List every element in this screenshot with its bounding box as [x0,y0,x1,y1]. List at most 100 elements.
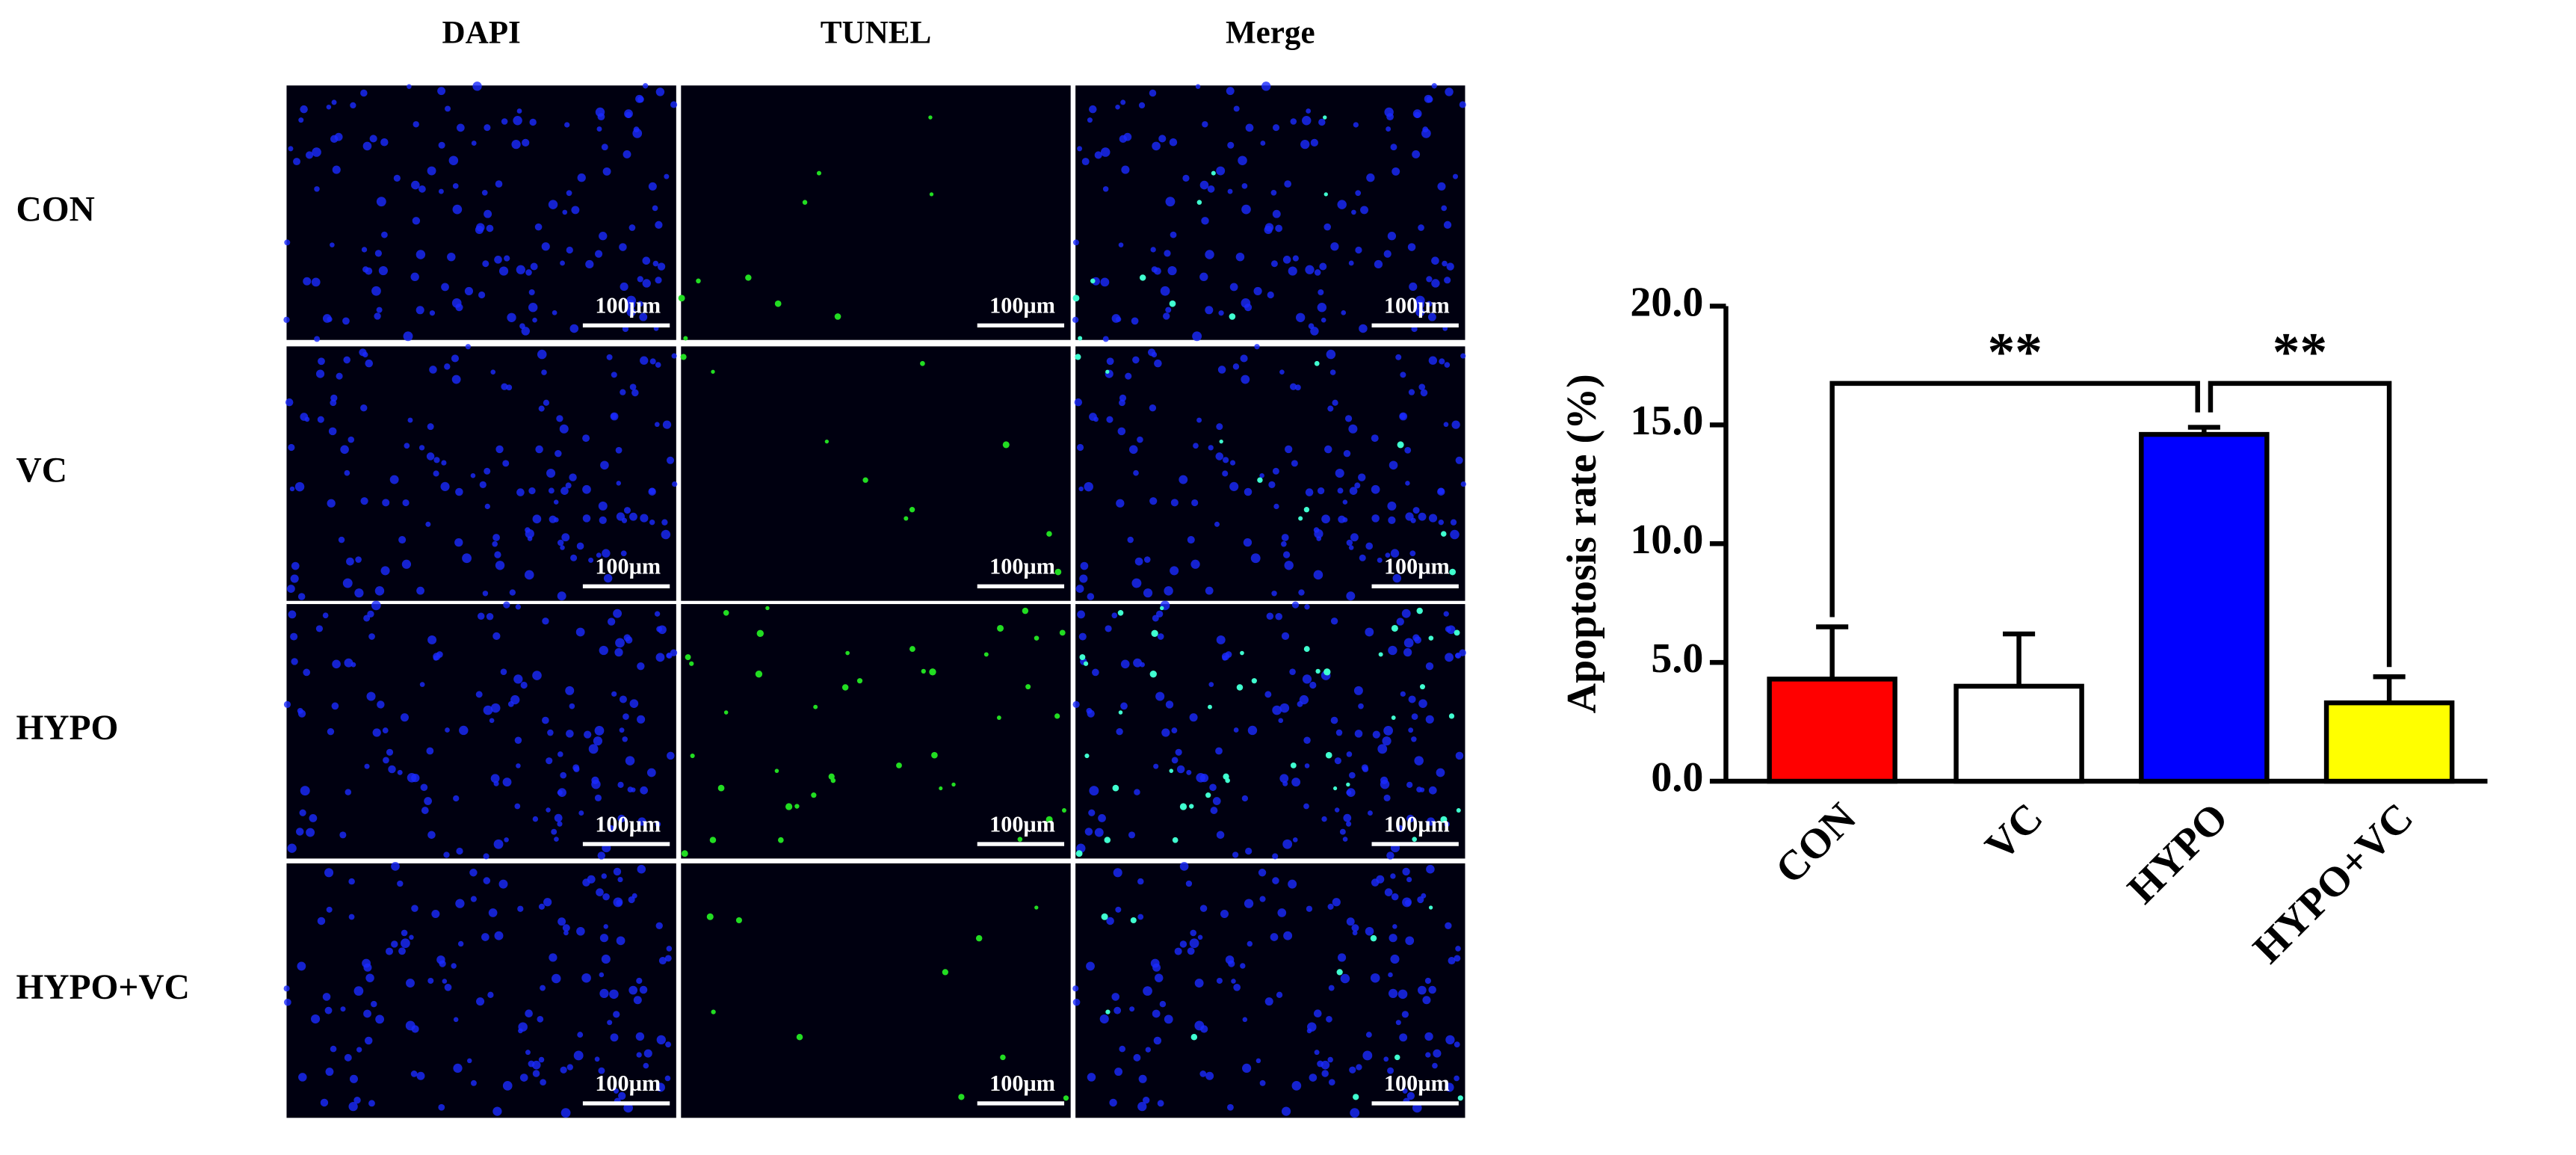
nucleus [557,591,566,601]
nucleus [552,973,561,984]
nucleus [411,180,420,190]
nucleus [429,366,437,374]
nucleus [637,276,643,283]
nucleus [1079,574,1088,583]
nucleus [283,316,290,323]
nucleus [655,1082,665,1092]
nucleus [420,783,428,792]
nucleus [495,561,505,570]
nucleus [1303,736,1311,745]
nucleus [397,880,404,887]
nucleus [1128,445,1138,455]
micrograph: 100µm [1074,344,1466,601]
nucleus [1179,475,1188,484]
nucleus [1383,794,1391,801]
nucleus [324,1006,333,1014]
nucleus [472,81,482,91]
nucleus [538,1056,545,1063]
tunel-dot [1196,200,1202,205]
nucleus [507,700,514,707]
tunel-dot [996,715,1001,720]
nucleus [1232,363,1240,370]
nucleus [288,146,294,152]
nucleus [596,888,604,896]
y-tick-label: 10.0 [1630,517,1703,563]
scale-bar-label: 100µm [1384,811,1450,837]
nucleus [1377,744,1388,754]
nucleus [327,499,336,508]
x-tick-label: HYPO [2119,795,2237,913]
nucleus [542,716,549,724]
nucleus [1384,107,1394,117]
tunel-dot [1179,803,1187,810]
nucleus [1353,686,1363,695]
nucleus [1087,117,1093,123]
nucleus [455,487,463,496]
nucleus [1425,715,1434,724]
nucleus [1163,312,1170,320]
nucleus [467,1058,472,1064]
nucleus [572,764,580,771]
nucleus [1428,985,1436,994]
nucleus [1406,1091,1415,1100]
nucleus [290,574,299,583]
nucleus [591,779,601,789]
nucleus [535,445,543,454]
nucleus [1119,1045,1126,1053]
nucleus [1152,141,1161,151]
nucleus [1445,87,1454,96]
tunel-dot [1105,1009,1111,1014]
nucleus [418,445,425,451]
nucleus [293,158,301,166]
nucleus [1228,960,1235,967]
nucleus [1189,938,1199,949]
nucleus [1243,538,1253,547]
nucleus [1282,839,1293,849]
nucleus [332,165,341,174]
micrograph: 100µm [285,344,678,601]
nucleus [1317,487,1325,495]
nucleus [1384,888,1393,896]
nucleus [1106,416,1114,423]
nucleus [291,561,300,570]
nucleus [577,1032,584,1038]
nucleus [1241,375,1250,384]
tunel-dot [683,336,688,341]
nucleus [330,1045,337,1053]
nucleus [1426,276,1433,283]
nucleus [1186,769,1192,775]
nucleus [1072,985,1079,992]
nucleus [1200,1025,1208,1033]
tunel-dot [1229,313,1236,320]
nucleus [602,893,610,901]
tunel-dot [1190,1033,1198,1041]
nucleus [502,1081,513,1091]
nucleus [360,89,368,97]
nucleus [1335,468,1344,478]
nucleus [1170,231,1177,238]
nucleus [1076,443,1084,452]
nucleus [1396,617,1404,626]
nucleus [551,828,557,835]
nucleus [1185,880,1193,887]
nucleus [575,627,585,637]
nucleus [524,570,534,580]
tunel-dot [1025,684,1031,690]
nucleus [1120,99,1126,105]
nucleus [1372,730,1380,739]
nucleus [1171,727,1178,734]
nucleus [340,445,349,455]
nucleus [1382,736,1392,746]
nucleus [602,549,611,558]
nucleus [1255,1058,1261,1064]
nucleus [1427,312,1436,321]
scale-bar-label: 100µm [1384,554,1450,579]
nucleus [1131,317,1139,325]
tunel-dot [1394,1054,1400,1061]
nucleus [661,519,668,526]
nucleus [649,358,656,365]
nucleus [1431,83,1437,89]
nucleus [610,1033,619,1042]
nucleus [1272,853,1279,860]
nucleus [371,1000,377,1008]
